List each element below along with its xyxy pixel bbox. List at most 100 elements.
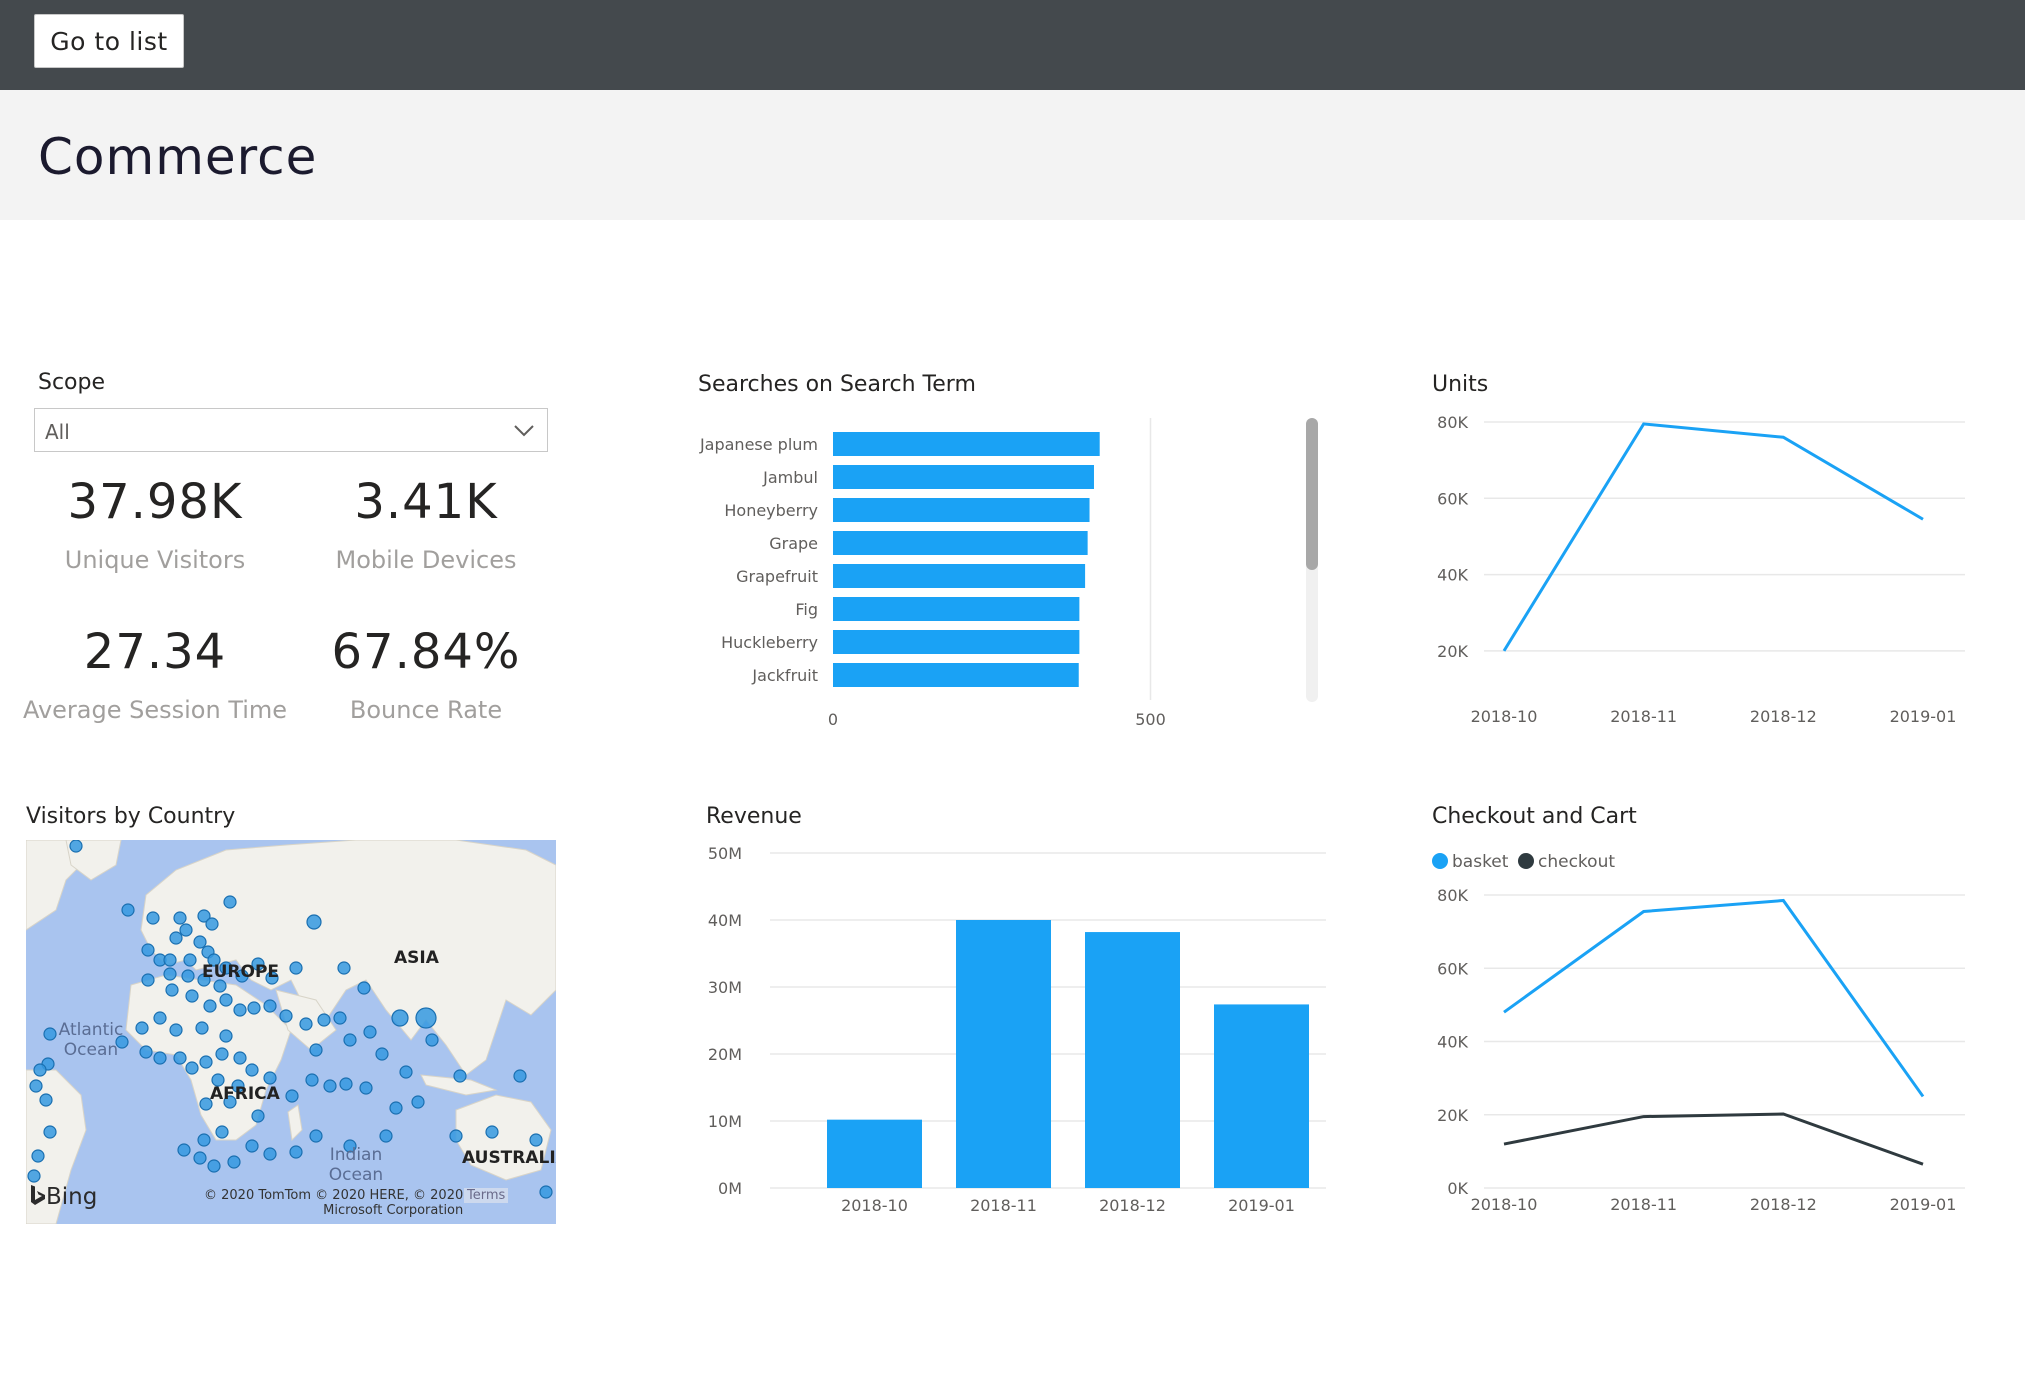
map-visitor-dot — [227, 1155, 241, 1169]
top-bar: Go to list — [0, 0, 2025, 90]
searches-bar — [833, 564, 1086, 588]
searches-bar — [833, 663, 1079, 687]
map-visitor-dot — [163, 967, 177, 981]
map-visitor-dot — [193, 935, 207, 949]
map-visitor-dot — [195, 1021, 209, 1035]
map-visitor-dot — [357, 981, 371, 995]
map-label-africa: AFRICA — [210, 1084, 280, 1104]
checkout-legend-label: basket — [1452, 852, 1509, 872]
map-visitor-dot — [141, 973, 155, 987]
searches-bar — [833, 432, 1100, 456]
map-visitor-dot — [29, 1079, 43, 1093]
map-copyright-line2: Microsoft Corporation — [323, 1203, 464, 1218]
map-visitor-dot — [33, 1063, 47, 1077]
units-y-tick: 80K — [1437, 413, 1468, 432]
revenue-y-tick: 0M — [718, 1179, 742, 1198]
go-to-list-button[interactable]: Go to list — [34, 14, 184, 68]
map-label-atlantic: Atlantic Ocean — [58, 1020, 124, 1060]
revenue-x-tick: 2018-11 — [970, 1196, 1037, 1215]
map-visitor-dot — [205, 917, 219, 931]
world-map — [26, 840, 556, 1224]
map-visitor-dot — [389, 1101, 403, 1115]
map-terms-link[interactable]: Terms — [464, 1188, 509, 1203]
map-visitor-dot — [31, 1149, 45, 1163]
landmass-australia — [455, 1094, 552, 1181]
map-visitor-dot — [173, 1051, 187, 1065]
map-visitor-dot — [339, 1077, 353, 1091]
map-visitor-dot — [263, 999, 277, 1013]
checkout-y-tick: 80K — [1437, 886, 1468, 905]
map-visitor-dot — [169, 931, 183, 945]
map-visitor-dot — [43, 1125, 57, 1139]
revenue-bar-chart: 0M 10M 20M 30M 40M 50M 2018-10 2018-11 2018-12 20… — [708, 844, 1326, 1215]
kpi-bounce-rate-label: Bounce Rate — [349, 696, 503, 724]
revenue-bar — [1085, 932, 1180, 1188]
map-visitor-dot — [173, 911, 187, 925]
map-visitor-dot — [165, 983, 179, 997]
map-visitor-dot — [513, 1069, 527, 1083]
map-visitor-dot — [213, 979, 227, 993]
map-visitor-dot — [207, 1159, 221, 1173]
map-visitor-dot — [305, 1073, 319, 1087]
map-label-asia: ASIA — [394, 948, 439, 968]
map-visitor-dot — [203, 999, 217, 1013]
map-visitor-dot — [251, 957, 265, 971]
map-dots-layer — [27, 840, 553, 1199]
map-visitor-dot — [215, 1125, 229, 1139]
landmass-europe-asia — [140, 840, 556, 1076]
map-visitor-dot — [289, 1145, 303, 1159]
map-visitor-dot — [153, 1011, 167, 1025]
revenue-y-tick: 20M — [708, 1045, 742, 1064]
checkout-x-tick: 2018-11 — [1610, 1195, 1677, 1214]
map-visitor-dot — [39, 1093, 53, 1107]
map-copyright: © 2020 TomTom © 2020 HERE, © 2020 Microso… — [204, 1188, 463, 1218]
kpi-unique-visitors-label: Unique Visitors — [64, 546, 246, 574]
searches-scrollbar-thumb[interactable] — [1306, 418, 1318, 570]
map-visitor-dot — [411, 1095, 425, 1109]
searches-category-label: Jambul — [762, 468, 818, 487]
map-visitor-dot — [163, 953, 177, 967]
map-visitor-dot — [233, 1051, 247, 1065]
revenue-y-tick: 10M — [708, 1112, 742, 1131]
map-visitor-dot — [219, 1029, 233, 1043]
searches-category-label: Honeyberry — [724, 501, 818, 520]
map-visitor-dot — [115, 1035, 129, 1049]
scope-dropdown[interactable]: All — [34, 408, 548, 452]
searches-category-label: Huckleberry — [721, 633, 818, 652]
map-visitor-dot — [215, 1047, 229, 1061]
map-visitor-dot — [539, 1185, 553, 1199]
map-visitor-dot — [207, 953, 221, 967]
map-visitor-dot — [183, 953, 197, 967]
searches-scrollbar[interactable] — [1306, 418, 1318, 702]
kpi-bounce-rate-value: 67.84% — [331, 624, 521, 680]
landmass-madagascar — [287, 1104, 303, 1142]
units-line-chart: 20K 40K 60K 80K 2018-10 2018-11 2018-12 2019-01 — [1437, 413, 1965, 726]
map-visitor-dot — [333, 1011, 347, 1025]
revenue-bar — [827, 1119, 922, 1188]
map-label-indian: Indian Ocean — [328, 1145, 384, 1185]
checkout-y-tick: 20K — [1437, 1106, 1468, 1125]
map-visitor-dot — [363, 1025, 377, 1039]
map-visitor-dot — [529, 1133, 543, 1147]
searches-bar — [833, 531, 1088, 555]
map-visitor-dot — [185, 1061, 199, 1075]
map-visitor-dot — [43, 1027, 57, 1041]
map-visitor-dot — [379, 1129, 393, 1143]
kpi-average-session-time-label: Average Session Time — [22, 696, 288, 724]
units-x-tick: 2018-12 — [1750, 707, 1817, 726]
revenue-x-tick: 2018-10 — [841, 1196, 908, 1215]
revenue-y-tick: 40M — [708, 911, 742, 930]
searches-category-label: Japanese plum — [699, 435, 818, 454]
map-visitor-dot — [251, 1109, 265, 1123]
map-visitor-dot — [485, 1125, 499, 1139]
map-visitor-dot — [359, 1081, 373, 1095]
searches-category-label: Grape — [769, 534, 818, 553]
checkout-x-tick: 2019-01 — [1890, 1195, 1957, 1214]
kpi-mobile-devices-value: 3.41K — [354, 474, 498, 530]
bing-label: Bing — [46, 1184, 98, 1210]
checkout-y-tick: 0K — [1447, 1179, 1468, 1198]
map-visitor-dot — [343, 1033, 357, 1047]
checkout-chart-title: Checkout and Cart — [1432, 804, 1637, 829]
revenue-y-tick: 30M — [708, 978, 742, 997]
